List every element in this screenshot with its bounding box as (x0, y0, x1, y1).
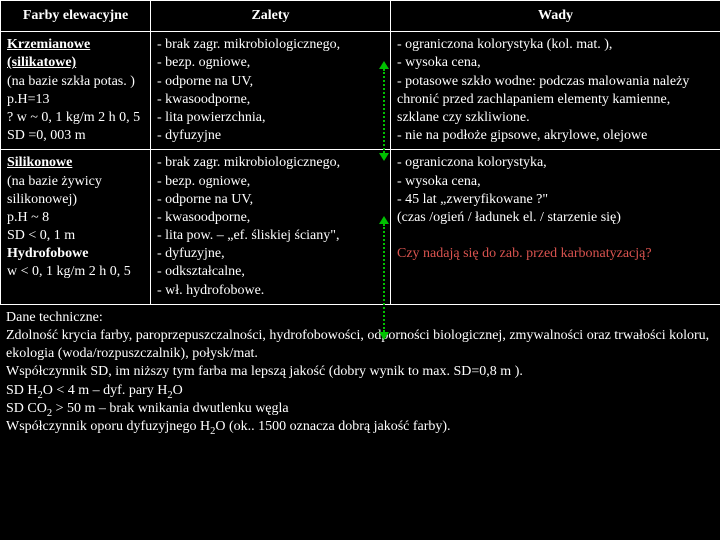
paint-title: Krzemianowe (silikatowe) (7, 37, 90, 70)
table-row: Krzemianowe (silikatowe) (na bazie szkła… (1, 32, 720, 150)
cell-type-1: Krzemianowe (silikatowe) (na bazie szkła… (1, 32, 151, 150)
pro-line: - odkształcalne, (157, 264, 245, 279)
con-line: - wysoka cena, (397, 174, 481, 189)
pro-line: - brak zagr. mikrobiologicznego, (157, 37, 340, 52)
technical-footer: Dane techniczne: Zdolność krycia farby, … (0, 305, 720, 440)
pro-line: - bezp. ogniowe, (157, 55, 250, 70)
paint-detail: (na bazie szkła potas. ) (7, 74, 135, 89)
pro-line: - lita pow. – „ef. śliskiej ściany", (157, 228, 340, 243)
con-line: - ograniczona kolorystyka (kol. mat. ), (397, 37, 612, 52)
paint-detail: SD =0, 003 m (7, 128, 86, 143)
header-col2: Zalety (151, 1, 391, 32)
con-line: - wysoka cena, (397, 55, 481, 70)
cell-pros-1: - brak zagr. mikrobiologicznego, - bezp.… (151, 32, 391, 150)
cell-type-2: Silikonowe (na bazie żywicy silikonowej)… (1, 150, 151, 305)
con-line: - 45 lat „zweryfikowane ?" (397, 192, 548, 207)
pro-line: - odporne na UV, (157, 74, 253, 89)
pro-line: - dyfuzyjne (157, 128, 221, 143)
pro-line: - odporne na UV, (157, 192, 253, 207)
paint-detail-bold: Hydrofobowe (7, 246, 88, 261)
con-line: - potasowe szkło wodne: podczas malowani… (397, 74, 689, 125)
paint-detail: (na bazie żywicy silikonowej) (7, 174, 102, 207)
paints-comparison-table: Farby elewacyjne Zalety Wady Krzemianowe… (0, 0, 720, 305)
pro-line: - brak zagr. mikrobiologicznego, (157, 155, 340, 170)
footer-line: Współczynnik SD, im niższy tym farba ma … (6, 364, 523, 379)
cell-cons-2: - ograniczona kolorystyka, - wysoka cena… (391, 150, 720, 305)
con-line: (czas /ogień / ładunek el. / starzenie s… (397, 210, 621, 225)
footer-line: Współczynnik oporu dyfuzyjnego H2O (ok..… (6, 419, 451, 434)
paint-detail: w < 0, 1 kg/m 2 h 0, 5 (7, 264, 131, 279)
pro-line: - bezp. ogniowe, (157, 174, 250, 189)
footer-line: Dane techniczne: (6, 310, 103, 325)
pro-line: - kwasoodporne, (157, 92, 250, 107)
paint-detail: SD < 0, 1 m (7, 228, 75, 243)
footer-line: SD H2O < 4 m – dyf. pary H2O (6, 383, 183, 398)
cell-pros-2: - brak zagr. mikrobiologicznego, - bezp.… (151, 150, 391, 305)
header-col3: Wady (391, 1, 720, 32)
footer-line: SD CO2 > 50 m – brak wnikania dwutlenku … (6, 401, 289, 416)
pro-line: - dyfuzyjne, (157, 246, 225, 261)
footer-line: Zdolność krycia farby, paroprzepuszczaln… (6, 328, 709, 361)
cell-cons-1: - ograniczona kolorystyka (kol. mat. ), … (391, 32, 720, 150)
paint-detail: p.H=13 (7, 92, 50, 107)
paint-detail: p.H ~ 8 (7, 210, 49, 225)
pro-line: - wł. hydrofobowe. (157, 283, 264, 298)
con-line: - ograniczona kolorystyka, (397, 155, 547, 170)
paint-title: Silikonowe (7, 155, 72, 170)
con-line: - nie na podłoże gipsowe, akrylowe, olej… (397, 128, 647, 143)
con-question: Czy nadają się do zab. przed karbonatyza… (397, 246, 652, 261)
header-col1: Farby elewacyjne (1, 1, 151, 32)
pro-line: - kwasoodporne, (157, 210, 250, 225)
pro-line: - lita powierzchnia, (157, 110, 265, 125)
paint-detail: ? w ~ 0, 1 kg/m 2 h 0, 5 (7, 110, 140, 125)
table-row: Silikonowe (na bazie żywicy silikonowej)… (1, 150, 720, 305)
table-header-row: Farby elewacyjne Zalety Wady (1, 1, 720, 32)
